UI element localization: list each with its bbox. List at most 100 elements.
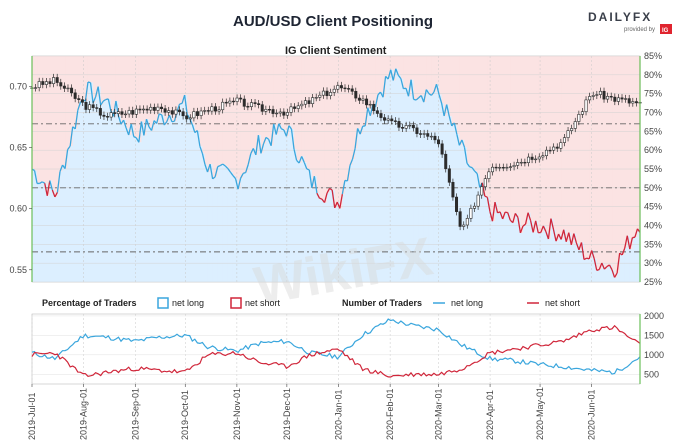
candle-body [616, 97, 620, 102]
sentiment-segment [448, 115, 453, 127]
sentiment-segment [290, 128, 295, 150]
date-axis: 2019-Jul-01 2019-Aug-01 2019-Sep-01 2019-Oc… [27, 384, 597, 440]
sentiment-segment [601, 262, 605, 270]
candle-body [167, 110, 171, 113]
candle-body [228, 100, 232, 104]
long-fill-slice [596, 270, 600, 282]
short-fill-slice [334, 56, 338, 208]
short-fill-slice [439, 56, 443, 95]
sentiment-segment [435, 84, 440, 95]
sentiment-segment [265, 136, 269, 140]
right-axis-tick-label: 75% [644, 89, 662, 99]
short-fill-slice [507, 56, 511, 213]
right-axis-tick-label: 30% [644, 258, 662, 268]
candle-body [293, 106, 297, 109]
right-axis-tick-label: 40% [644, 221, 662, 231]
long-fill-slice [62, 164, 66, 282]
short-fill-slice [230, 56, 234, 173]
long-fill-slice [314, 176, 318, 282]
short-fill-slice [512, 56, 516, 223]
candle-body [95, 107, 99, 109]
legend-percent-label: Percentage of Traders [42, 298, 137, 308]
candle-body [246, 106, 250, 108]
long-fill-slice [500, 211, 504, 282]
candle-body [437, 139, 441, 145]
long-fill-slice [349, 165, 354, 282]
sentiment-segment [430, 91, 435, 96]
right-percent-axis: 25% 30% 35% 40% 45% 50% 55% 60% 65% 70% 75% 80% 85% [639, 51, 662, 287]
candle-body [512, 165, 516, 168]
candle-body [116, 111, 120, 114]
long-fill-slice [617, 273, 621, 282]
short-fill-slice [179, 56, 183, 105]
short-fill-slice [123, 56, 127, 121]
candle-body [379, 113, 383, 118]
long-fill-slice [263, 143, 267, 282]
candle-body [473, 205, 477, 209]
long-fill-slice [362, 126, 366, 282]
long-fill-slice [296, 160, 300, 282]
sentiment-segment [285, 125, 290, 137]
candle-body [160, 106, 164, 109]
chart-title: AUD/USD Client Positioning [233, 13, 433, 30]
candle-body [588, 96, 592, 101]
long-fill-slice [156, 123, 160, 282]
long-fill-slice [90, 82, 94, 282]
candle-body [311, 97, 315, 104]
short-fill-slice [609, 56, 613, 265]
sentiment-segment [67, 145, 71, 150]
short-fill-slice [599, 56, 603, 270]
long-fill-slice [482, 182, 486, 282]
sentiment-segment [522, 223, 526, 227]
candle-body [490, 166, 494, 173]
sentiment-segment [387, 69, 392, 80]
sentiment-segment [634, 228, 639, 238]
long-fill-slice [360, 134, 364, 282]
short-fill-slice [459, 56, 463, 146]
right-axis-tick-label: 60% [644, 145, 662, 155]
short-fill-slice [418, 56, 422, 98]
short-fill-slice [461, 56, 466, 140]
long-fill-slice [230, 172, 234, 282]
sentiment-fill [32, 56, 641, 283]
short-fill-slice [426, 56, 430, 90]
short-fill-slice [75, 56, 79, 129]
long-fill-slice [189, 118, 193, 282]
long-fill-slice [566, 241, 570, 282]
long-fill-slice [245, 172, 249, 282]
candle-body [627, 98, 631, 104]
sentiment-segment [326, 188, 331, 194]
x-axis-tick-label: 2020-Feb-01 [385, 388, 395, 440]
short-fill-slice [433, 56, 438, 93]
candle-body [66, 87, 70, 90]
sentiment-segment [240, 173, 244, 179]
sentiment-segment [499, 211, 504, 220]
sentiment-segment [311, 176, 316, 188]
long-fill-slice [530, 220, 534, 282]
short-fill-slice [416, 56, 420, 101]
short-fill-slice [283, 56, 287, 130]
long-fill-slice [146, 119, 150, 282]
long-fill-slice [545, 231, 550, 282]
candle-body [570, 128, 574, 131]
candle-body [393, 120, 397, 122]
candle-body [102, 114, 106, 117]
long-fill-slice [182, 103, 186, 283]
candle-body [487, 171, 491, 179]
candle-body [501, 167, 505, 169]
candle-body [55, 77, 59, 83]
short-fill-slice [39, 56, 43, 184]
long-fill-slice [449, 116, 453, 282]
candle-body [217, 109, 221, 112]
sentiment-segment [535, 220, 539, 233]
long-fill-slice [309, 169, 313, 282]
candle-body [606, 96, 610, 100]
sentiment-segment [466, 162, 471, 168]
sentiment-segment [532, 220, 537, 233]
candle-body [34, 87, 38, 89]
sentiment-segment [598, 262, 603, 270]
sentiment-segment [469, 166, 473, 169]
candle-body [181, 111, 185, 117]
candle-body [602, 90, 606, 100]
sentiment-segment [56, 171, 61, 193]
